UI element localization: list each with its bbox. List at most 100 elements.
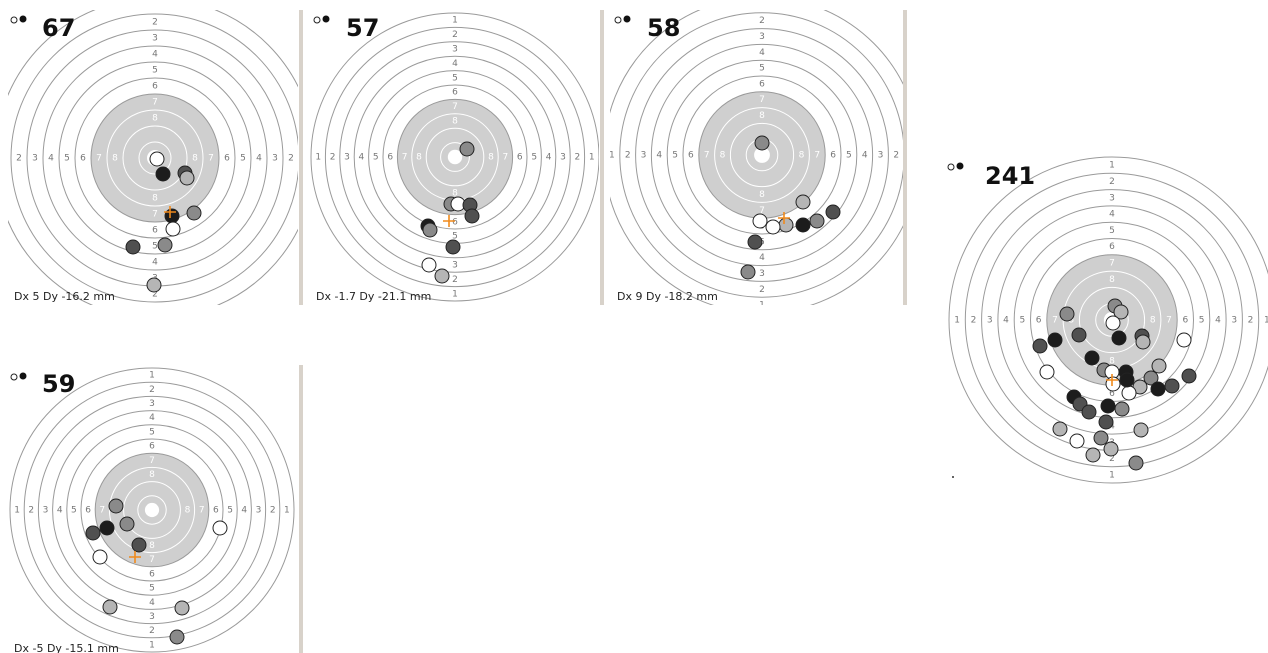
shot — [149, 151, 165, 167]
ring-label: 2 — [971, 316, 977, 326]
shot — [1103, 441, 1119, 457]
icon-filled — [956, 162, 964, 170]
ring-label: 3 — [560, 153, 566, 163]
target: 11112222333344445555666677778888 — [610, 0, 903, 305]
center-of-group — [778, 212, 790, 224]
shot — [1176, 332, 1192, 348]
ring-label: 8 — [152, 114, 158, 124]
shot — [1111, 330, 1127, 346]
ring — [74, 77, 236, 239]
shot — [165, 221, 181, 237]
ring-label: 6 — [149, 569, 155, 579]
ring-label: 1 — [152, 2, 158, 12]
shot — [1164, 378, 1180, 394]
ring — [339, 41, 571, 273]
ring-label: 8 — [192, 154, 198, 164]
ring-label: 3 — [759, 32, 765, 42]
ring-label: 8 — [488, 153, 494, 163]
ring-label: 7 — [814, 151, 820, 161]
ring-label: 4 — [359, 153, 365, 163]
ring-label: 1 — [1264, 316, 1268, 326]
ring — [108, 466, 196, 554]
ring — [122, 125, 188, 191]
shot — [795, 217, 811, 233]
ring-label: 2 — [288, 154, 294, 164]
separator — [299, 10, 303, 305]
ring — [382, 84, 528, 230]
icon-filled — [19, 15, 27, 23]
ring — [138, 141, 172, 175]
shot — [825, 204, 841, 220]
shot — [1114, 401, 1130, 417]
offset: Dx -5 Dy -15.1 mm — [14, 642, 119, 653]
ring-label: 2 — [625, 151, 631, 161]
ring-label: 4 — [256, 154, 262, 164]
ring-label: 3 — [152, 34, 158, 44]
ring-label: 8 — [799, 151, 805, 161]
shot — [445, 239, 461, 255]
shot — [157, 237, 173, 253]
shot — [1052, 421, 1068, 437]
ring-label: 1 — [1109, 470, 1115, 480]
ring-label: 7 — [149, 555, 155, 565]
ring-label: 4 — [1215, 316, 1221, 326]
ring — [635, 28, 889, 282]
ring-label: 5 — [452, 73, 458, 83]
ring-label: 2 — [1109, 454, 1115, 464]
shot — [1181, 368, 1197, 384]
ring-label: 2 — [1248, 316, 1254, 326]
ring-label: 4 — [546, 153, 552, 163]
ring — [425, 127, 485, 187]
center-of-group — [129, 551, 141, 563]
ring — [1078, 286, 1146, 354]
shot — [146, 277, 162, 293]
ring-label: 4 — [241, 506, 247, 516]
ring-label: 7 — [1166, 316, 1172, 326]
icon-filled — [322, 15, 330, 23]
ring-label: 4 — [1109, 421, 1115, 431]
ring-label: 7 — [1109, 258, 1115, 268]
shot — [186, 205, 202, 221]
shot — [1119, 372, 1135, 388]
shot — [1151, 358, 1167, 374]
offset: Dx 5 Dy -16.2 mm — [14, 290, 115, 303]
shot — [752, 213, 768, 229]
icon-filled — [623, 15, 631, 23]
ring-label: 6 — [80, 154, 86, 164]
shot — [179, 170, 195, 186]
center-of-group — [1106, 374, 1118, 386]
center-of-group — [164, 206, 176, 218]
ring-label: 4 — [149, 598, 155, 608]
ring — [58, 61, 252, 255]
ring — [137, 495, 167, 525]
shot — [1121, 385, 1137, 401]
ring-label: 1 — [149, 371, 155, 381]
ring-label: 8 — [759, 111, 765, 121]
ring-label: 2 — [452, 30, 458, 40]
ring-label: 1 — [759, 0, 765, 10]
shot — [1133, 422, 1149, 438]
shot — [119, 516, 135, 532]
ring-label: 5 — [1019, 316, 1025, 326]
shot — [740, 264, 756, 280]
separator — [903, 10, 907, 305]
ring-label: 3 — [1231, 316, 1237, 326]
shot — [754, 135, 770, 151]
ring — [52, 410, 252, 610]
center — [144, 502, 160, 518]
shot — [1085, 447, 1101, 463]
ring-label: 8 — [112, 154, 118, 164]
score: 59 — [42, 370, 75, 398]
ring-label: 8 — [152, 194, 158, 204]
ring-label: 6 — [1036, 316, 1042, 326]
shot — [92, 549, 108, 565]
ring-label: 2 — [452, 275, 458, 285]
ring — [440, 142, 470, 172]
ring — [324, 26, 586, 288]
separator — [600, 10, 604, 305]
ring-label: 2 — [330, 153, 336, 163]
shot — [1128, 455, 1144, 471]
ring-label: 2 — [28, 506, 34, 516]
shot — [1113, 304, 1129, 320]
